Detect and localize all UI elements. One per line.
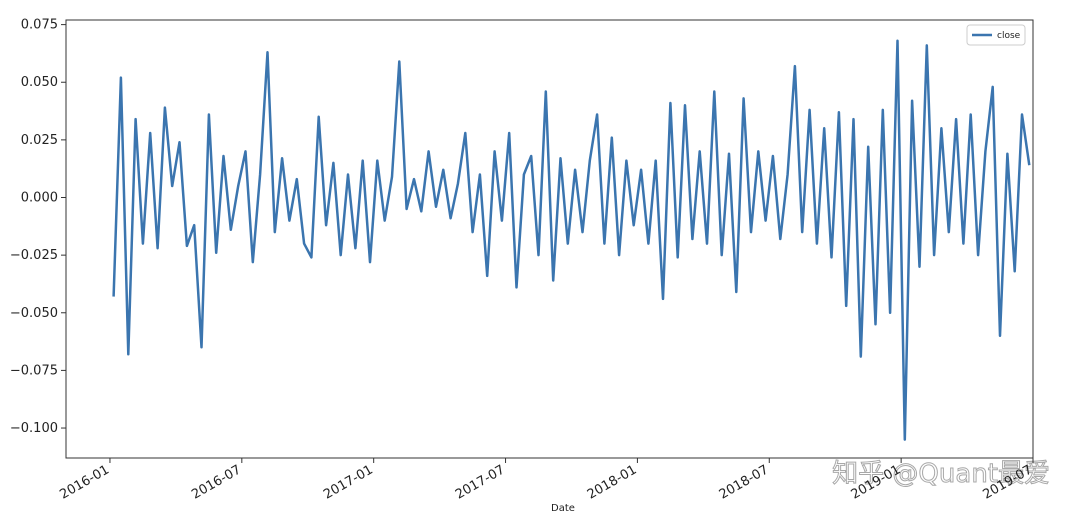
y-tick-label: −0.025 (10, 248, 58, 263)
y-tick-label: 0.075 (21, 18, 58, 33)
legend-label: close (997, 31, 1021, 41)
y-tick-label: −0.075 (10, 363, 58, 378)
watermark: 知乎 @Quant最爱 (832, 459, 1050, 489)
y-tick-label: 0.000 (21, 191, 58, 206)
y-tick-label: 0.050 (21, 75, 58, 90)
x-axis-label: Date (551, 503, 575, 514)
legend-box (966, 24, 1026, 46)
plot-area (112, 39, 1031, 441)
line-series (112, 39, 1031, 441)
axes-frame (65, 19, 1034, 459)
y-tick-label: −0.050 (10, 306, 58, 321)
y-tick-label: −0.100 (10, 421, 58, 436)
y-tick-label: 0.025 (21, 133, 58, 148)
